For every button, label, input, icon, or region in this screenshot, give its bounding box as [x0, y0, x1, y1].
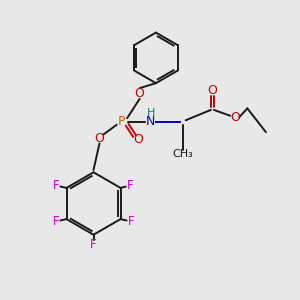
Text: N: N: [145, 115, 155, 128]
Text: F: F: [128, 215, 134, 228]
Text: O: O: [94, 132, 104, 145]
Text: O: O: [208, 84, 218, 97]
Text: F: F: [127, 179, 134, 192]
Text: O: O: [133, 133, 143, 146]
Text: O: O: [135, 87, 145, 100]
Text: O: O: [230, 111, 240, 124]
Text: P: P: [118, 115, 125, 128]
Text: CH₃: CH₃: [172, 149, 193, 160]
Text: F: F: [53, 179, 59, 192]
Text: F: F: [53, 215, 59, 228]
Text: F: F: [90, 238, 97, 251]
Text: H: H: [146, 108, 155, 118]
